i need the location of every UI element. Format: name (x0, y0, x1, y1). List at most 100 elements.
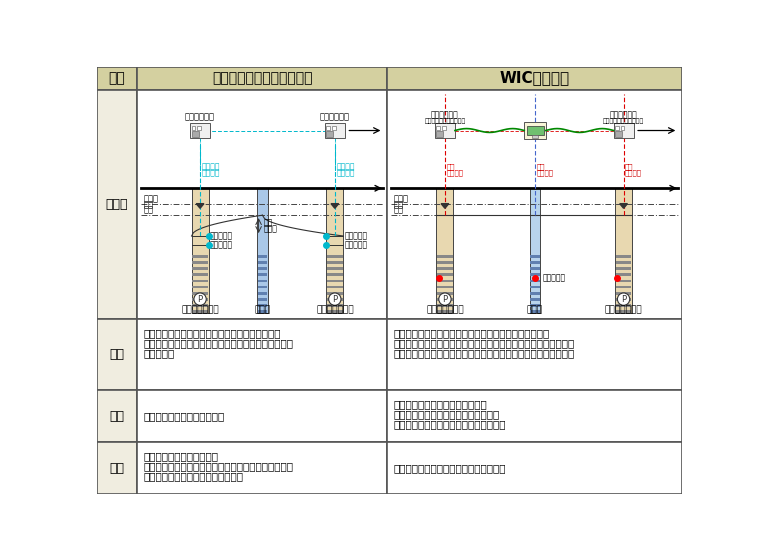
Circle shape (439, 293, 451, 305)
Text: 観測井: 観測井 (527, 306, 543, 315)
Bar (192, 188, 208, 313)
Text: 常水位: 常水位 (143, 194, 158, 203)
Bar (437, 255, 453, 258)
Bar (437, 261, 453, 264)
Bar (137, 442, 387, 494)
Bar (327, 255, 343, 258)
Bar (192, 261, 207, 264)
Text: ケーブル: ケーブル (337, 168, 355, 178)
Bar (258, 255, 267, 258)
Text: うインバータ制御盤によってポンプの揚水流量を自動制御する。: うインバータ制御盤によってポンプの揚水流量を自動制御する。 (394, 349, 575, 359)
Text: 長所: 長所 (109, 410, 125, 423)
Bar (616, 255, 632, 258)
Bar (327, 261, 343, 264)
Text: WICシステム: WICシステム (499, 70, 570, 85)
Bar (530, 267, 540, 270)
Bar (530, 261, 540, 264)
Text: 水位: 水位 (143, 205, 153, 214)
Circle shape (328, 293, 341, 305)
Bar (192, 132, 198, 137)
Bar (97, 390, 137, 442)
Text: 設備コストが比較的小さい。: 設備コストが比較的小さい。 (143, 411, 224, 421)
Polygon shape (196, 204, 204, 208)
Bar (327, 280, 343, 282)
Bar (530, 274, 540, 276)
Text: 運転レベル: 運転レベル (345, 231, 368, 240)
Bar (137, 90, 387, 319)
Text: ケーブル: ケーブル (537, 170, 553, 176)
Bar (530, 280, 540, 282)
Text: ディープウェル: ディープウェル (316, 306, 353, 315)
Text: ケーブル: ケーブル (625, 170, 642, 176)
Bar (387, 67, 682, 90)
Bar (613, 123, 634, 138)
Text: ・揚水量を最小限に抑えられる。: ・揚水量を最小限に抑えられる。 (394, 399, 487, 409)
Bar (616, 274, 632, 276)
Bar (442, 126, 445, 130)
Text: 停止レベル: 停止レベル (210, 241, 233, 250)
Bar (527, 126, 543, 135)
Bar (437, 267, 453, 270)
Text: 常水位: 常水位 (394, 194, 408, 203)
Text: 運転レベル: 運転レベル (210, 231, 233, 240)
Bar (327, 286, 343, 289)
Bar (190, 123, 210, 138)
Text: 揚水分: 揚水分 (264, 224, 278, 233)
Bar (620, 126, 625, 130)
Text: ケーブル: ケーブル (446, 170, 464, 176)
Text: 揚水井戸内に，運転用および停止用のフロートス: 揚水井戸内に，運転用および停止用のフロートス (143, 329, 280, 339)
Bar (327, 267, 343, 270)
Text: 従来工法（フロート運転）: 従来工法（フロート運転） (212, 71, 312, 85)
Text: P: P (442, 295, 448, 304)
Text: ディープウェル: ディープウェル (426, 306, 464, 315)
Bar (258, 292, 267, 295)
Text: ディープウェル: ディープウェル (605, 306, 642, 315)
Text: 短所: 短所 (109, 462, 125, 475)
Bar (436, 132, 443, 137)
Bar (326, 126, 330, 130)
Bar (327, 310, 343, 313)
Text: （インバーター制御盤）: （インバーター制御盤） (603, 118, 644, 124)
Bar (616, 261, 632, 264)
Bar (258, 280, 267, 282)
Bar (192, 292, 207, 295)
Text: P: P (621, 295, 626, 304)
Text: ・施工条件の変化に柔軟に対応できる。: ・施工条件の変化に柔軟に対応できる。 (394, 419, 506, 429)
Text: 余剰: 余剰 (264, 219, 274, 228)
Text: 間隙水圧計: 間隙水圧計 (543, 274, 566, 283)
Text: 揚水井戸，観測井戸で地下水位および揚水流量を連続観: 揚水井戸，観測井戸で地下水位および揚水流量を連続観 (394, 329, 549, 339)
Text: 工法: 工法 (109, 71, 125, 85)
Bar (258, 304, 267, 307)
Bar (436, 188, 454, 313)
Bar (437, 274, 453, 276)
Text: ・揚水量が余分に生じる。: ・揚水量が余分に生じる。 (143, 452, 218, 462)
Text: ポンプ制御盤: ポンプ制御盤 (185, 112, 215, 121)
Text: 測する。これらのデータをもとに，地下水位が管理水位となるよ: 測する。これらのデータをもとに，地下水位が管理水位となるよ (394, 339, 575, 349)
Bar (137, 319, 387, 390)
Text: ・スイッチ切替が頻繁になると，故障リスクがある。: ・スイッチ切替が頻繁になると，故障リスクがある。 (143, 462, 293, 472)
Text: 水位: 水位 (394, 205, 404, 214)
Bar (192, 298, 207, 301)
Bar (435, 123, 455, 138)
Bar (616, 280, 632, 282)
Text: 制御: 制御 (446, 163, 455, 170)
Bar (192, 126, 195, 130)
Bar (192, 267, 207, 270)
Polygon shape (441, 204, 449, 208)
Text: ポンプ制御盤: ポンプ制御盤 (320, 112, 350, 121)
Bar (258, 261, 267, 264)
Bar (192, 304, 207, 307)
Bar (258, 274, 267, 276)
Circle shape (617, 293, 630, 305)
Text: イッチをそれぞれ設置し，スイッチ間で井戸内水位を: イッチをそれぞれ設置し，スイッチ間で井戸内水位を (143, 339, 293, 349)
Circle shape (194, 293, 206, 305)
Text: フロート: フロート (337, 162, 355, 171)
Text: 観測井: 観測井 (255, 306, 271, 315)
Bar (530, 255, 540, 258)
Bar (387, 90, 682, 319)
Bar (97, 319, 137, 390)
Text: 信号: 信号 (537, 163, 545, 170)
Bar (616, 267, 632, 270)
Bar (530, 310, 540, 313)
Bar (327, 298, 343, 301)
